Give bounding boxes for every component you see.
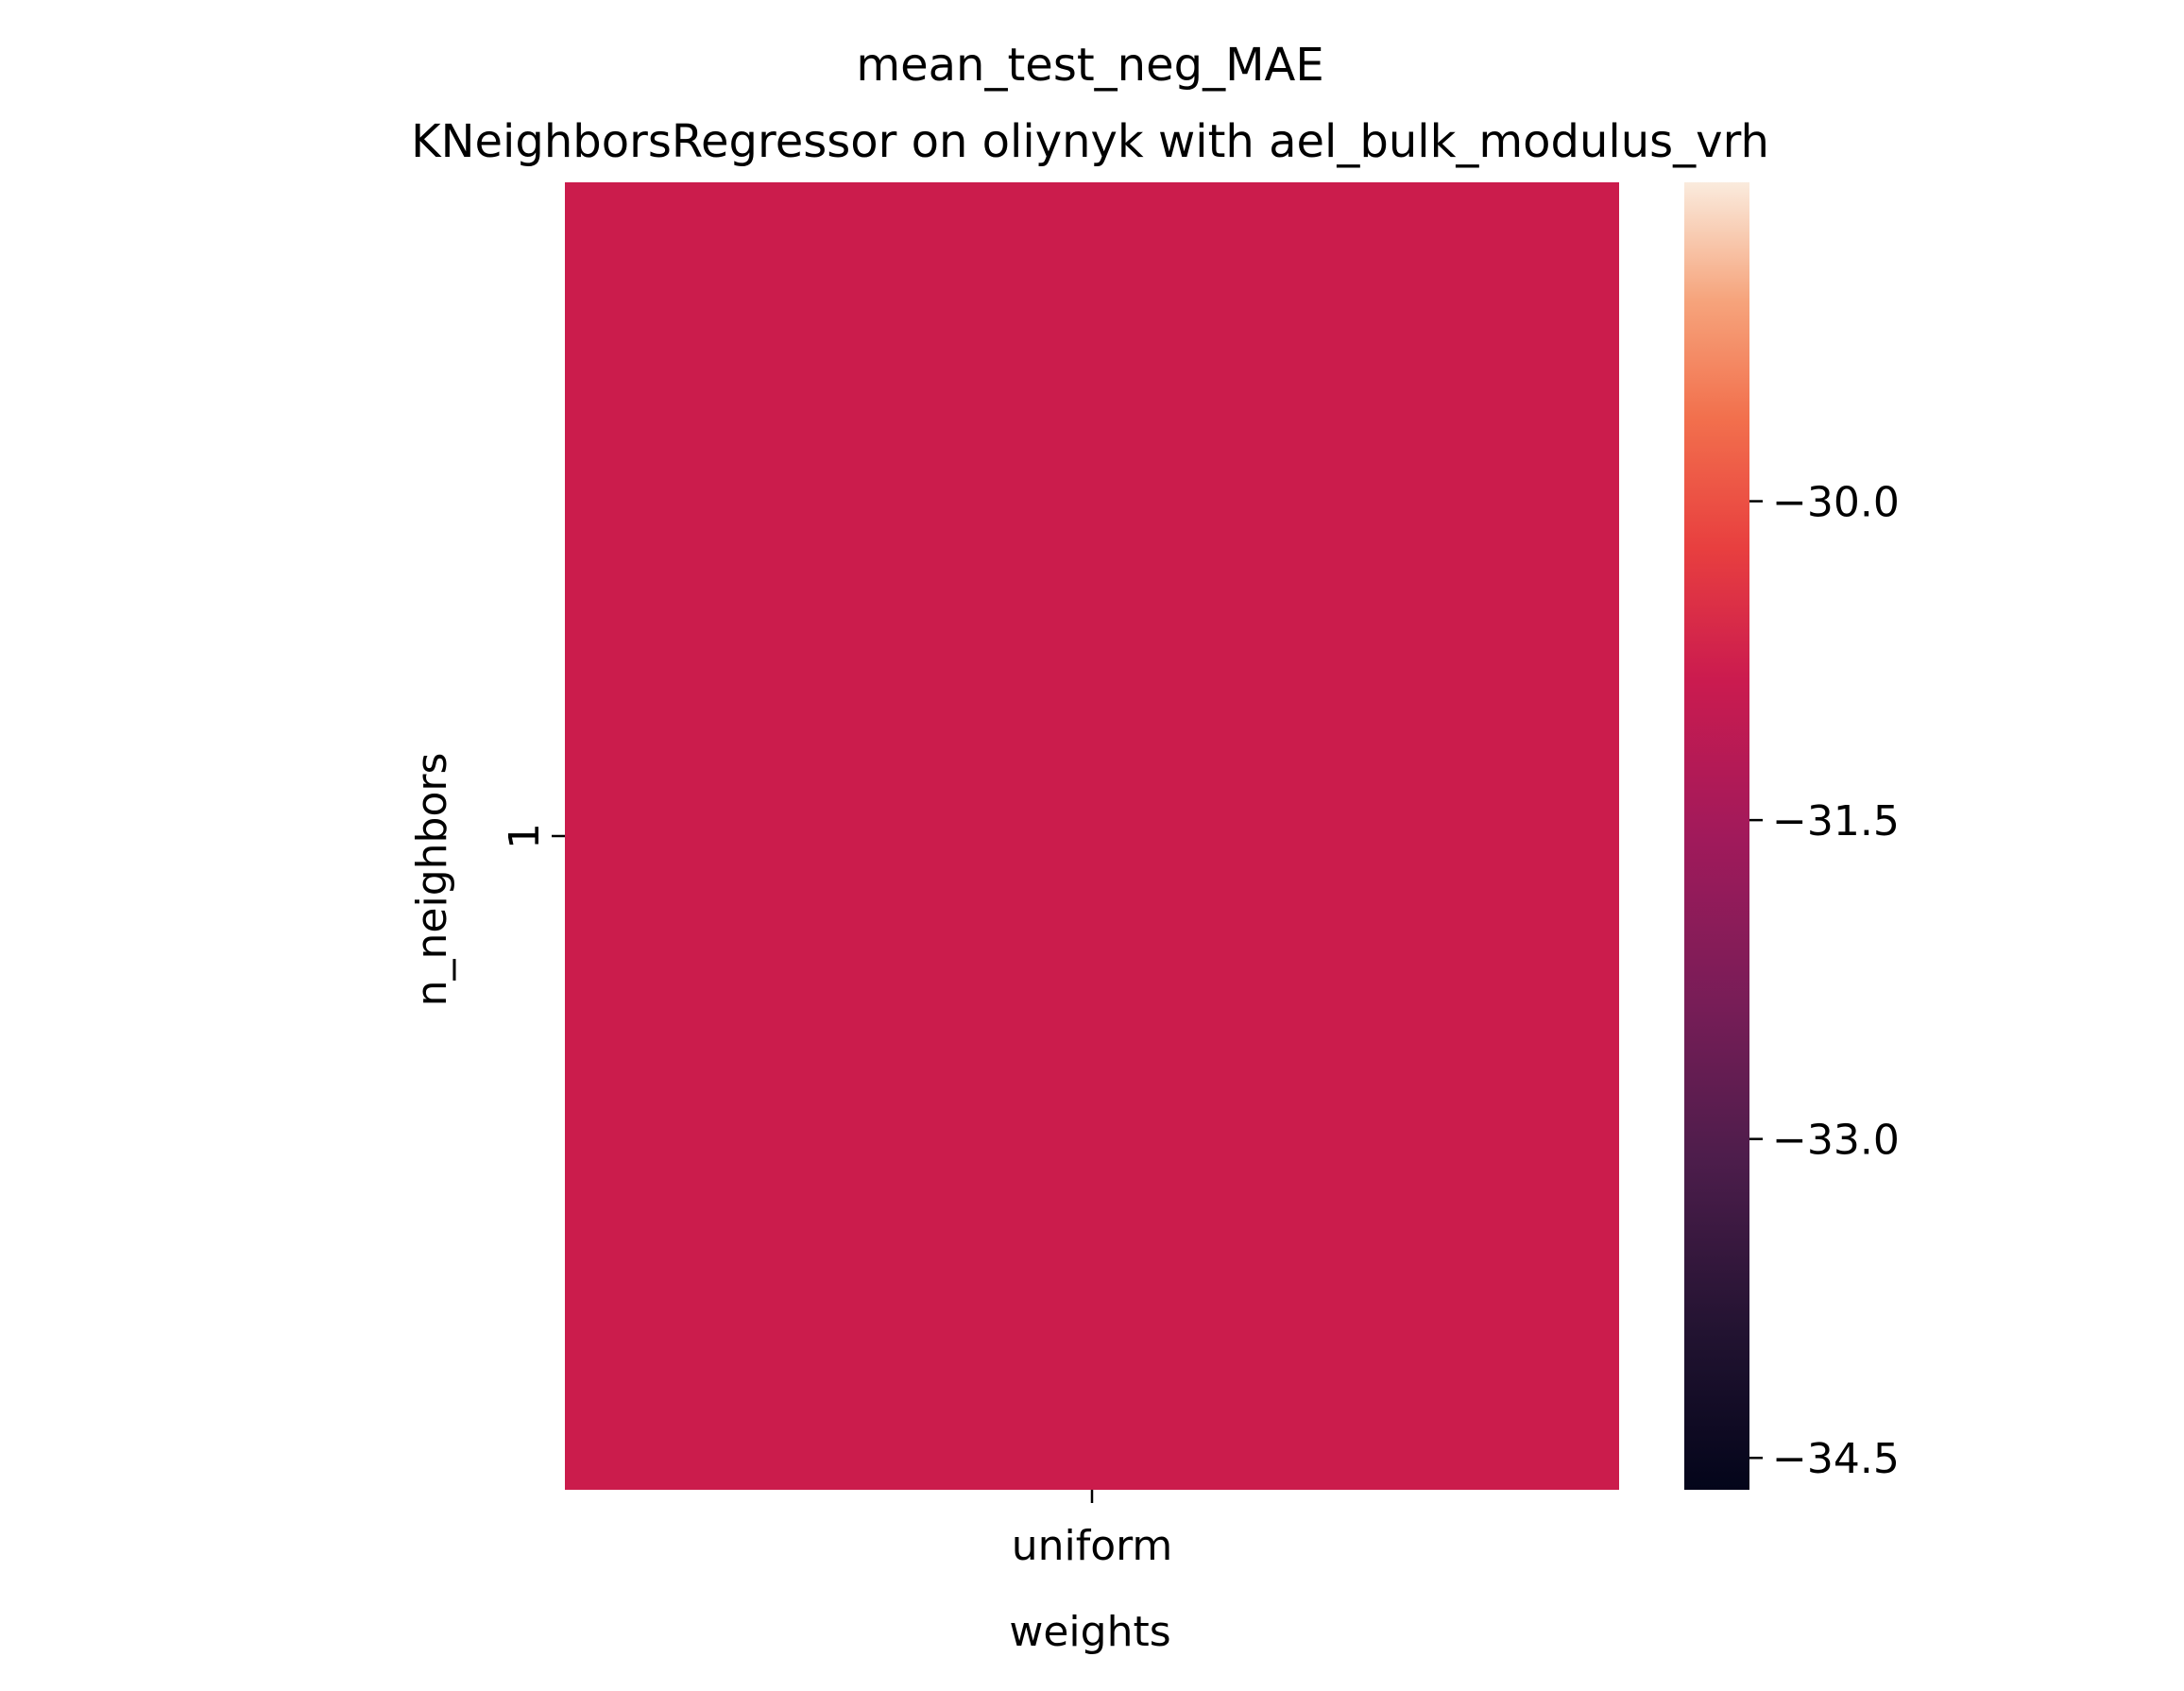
heatmap-cells: [565, 182, 1619, 1490]
colorbar-gradient: [1684, 182, 1749, 1490]
x-tick-label: uniform: [1012, 1522, 1173, 1570]
y-axis-label: n_neighbors: [408, 753, 456, 1007]
heatmap-cell: [565, 182, 1619, 1490]
y-tick-label: 1: [501, 823, 549, 849]
chart-title-line-1: mean_test_neg_MAE: [856, 39, 1323, 92]
x-axis-ticks: uniform: [1012, 1490, 1173, 1570]
colorbar-tick-label: −33.0: [1772, 1117, 1900, 1165]
chart-title-line-2: KNeighborsRegressor on oliynyk with ael_…: [411, 115, 1769, 168]
colorbar-tick-label: −31.5: [1772, 797, 1900, 846]
x-axis-label: weights: [1009, 1608, 1170, 1656]
colorbar-ticks: −30.0 −31.5 −33.0 −34.5: [1749, 479, 1900, 1483]
y-axis-ticks: 1: [501, 823, 565, 849]
colorbar-tick-label: −34.5: [1772, 1435, 1900, 1483]
colorbar-tick-label: −30.0: [1772, 479, 1900, 527]
